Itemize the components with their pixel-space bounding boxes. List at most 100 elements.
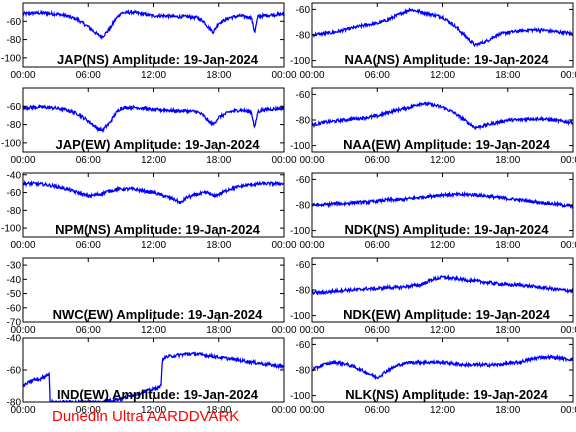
x-tick-label: 12:00 <box>141 325 166 336</box>
y-tick-label: -50 <box>7 289 22 300</box>
y-tick-label: -80 <box>296 286 311 297</box>
series-trace <box>312 274 573 296</box>
x-tick-label: 00:00 <box>560 155 576 166</box>
x-tick-label: 18:00 <box>206 70 231 81</box>
y-tick-label: -100 <box>290 141 310 152</box>
footer-label: Dunedin Ultra AARDDVARK <box>52 408 240 425</box>
panel-title: NPM(NS) Amplitude: 19-Jan-2024 <box>55 222 260 237</box>
x-tick-label: 12:00 <box>141 155 166 166</box>
x-tick-label: 12:00 <box>141 70 166 81</box>
x-tick-label: 06:00 <box>76 155 101 166</box>
x-tick-label: 00:00 <box>10 240 35 251</box>
y-tick-label: -100 <box>290 391 310 402</box>
series-trace <box>312 190 573 210</box>
y-tick-label: -60 <box>7 102 22 113</box>
x-tick-label: 00:00 <box>560 240 576 251</box>
x-tick-label: 00:00 <box>271 325 296 336</box>
x-tick-label: 00:00 <box>271 405 296 416</box>
x-tick-label: 00:00 <box>560 70 576 81</box>
x-tick-label: 00:00 <box>560 405 576 416</box>
y-tick-label: -60 <box>296 260 311 271</box>
panel-4: -60 -80 -100 00:00 06:00 12:00 18:00 00:00 NAA(E… <box>290 87 576 166</box>
x-tick-label: 06:00 <box>76 70 101 81</box>
panel-1: -60 -80 -100 00:00 06:00 12:00 18:00 00:00 JAP(N… <box>1 2 297 81</box>
x-tick-label: 00:00 <box>299 155 324 166</box>
panel-10: -60 -80 -100 00:00 06:00 12:00 18:00 00:00 NLK(N… <box>290 337 576 416</box>
y-tick-label: -80 <box>7 398 22 409</box>
panel-5: -40 -60 -80 -100 00:00 06:00 12:00 18:00 00:00 NP… <box>1 170 297 251</box>
x-tick-label: 12:00 <box>430 155 455 166</box>
panel-title: NAA(EW) Amplitude: 19-Jan-2024 <box>343 137 551 152</box>
x-tick-label: 06:00 <box>76 405 101 416</box>
panel-title: JAP(NS) Amplitude: 19-Jan-2024 <box>57 52 259 67</box>
x-tick-label: 06:00 <box>76 325 101 336</box>
y-tick-label: -100 <box>1 53 21 64</box>
x-tick-label: 00:00 <box>10 325 35 336</box>
panel-title: NAA(NS) Amplitude: 19-Jan-2024 <box>345 52 550 67</box>
y-tick-label: -80 <box>296 116 311 127</box>
panel-title: JAP(EW) Amplitude: 19-Jan-2024 <box>56 137 261 152</box>
x-tick-label: 18:00 <box>495 240 520 251</box>
x-tick-label: 12:00 <box>430 70 455 81</box>
x-tick-label: 00:00 <box>299 405 324 416</box>
y-tick-label: -60 <box>7 366 22 377</box>
y-tick-label: -100 <box>290 56 310 67</box>
x-tick-label: 00:00 <box>271 70 296 81</box>
x-tick-label: 18:00 <box>495 325 520 336</box>
y-tick-label: -30 <box>7 261 22 272</box>
y-tick-label: -70 <box>7 318 22 329</box>
x-tick-label: 12:00 <box>141 240 166 251</box>
y-tick-label: -60 <box>296 5 311 16</box>
y-tick-label: -60 <box>296 175 311 186</box>
x-tick-label: 06:00 <box>365 155 390 166</box>
x-tick-label: 00:00 <box>299 240 324 251</box>
series-trace <box>23 8 284 41</box>
series-trace <box>312 6 573 48</box>
x-tick-label: 00:00 <box>10 155 35 166</box>
x-tick-label: 00:00 <box>271 240 296 251</box>
x-tick-label: 12:00 <box>430 240 455 251</box>
y-tick-label: -60 <box>7 17 22 28</box>
y-tick-label: -60 <box>7 188 22 199</box>
y-tick-label: -60 <box>296 90 311 101</box>
panel-title: IND(EW) Amplitude: 19-Jan-2024 <box>57 387 259 402</box>
x-tick-label: 06:00 <box>365 70 390 81</box>
x-tick-label: 18:00 <box>206 155 231 166</box>
series-trace <box>312 354 573 381</box>
y-tick-label: -80 <box>7 206 22 217</box>
panel-3: -60 -80 -100 00:00 06:00 12:00 18:00 00:00 JAP(E… <box>1 87 297 166</box>
x-tick-label: 12:00 <box>430 405 455 416</box>
y-tick-label: -60 <box>7 303 22 314</box>
x-tick-label: 00:00 <box>299 325 324 336</box>
y-tick-label: -100 <box>1 224 21 235</box>
x-tick-label: 00:00 <box>271 155 296 166</box>
panel-title: NLK(NS) Amplitude: 19-Jan-2024 <box>345 387 548 402</box>
x-tick-label: 12:00 <box>430 325 455 336</box>
panel-title: NDK(EW) Amplitude: 19-Jan-2024 <box>343 307 551 322</box>
y-tick-label: -80 <box>296 31 311 42</box>
y-tick-label: -100 <box>1 138 21 149</box>
panel-8: -60 -80 -100 00:00 06:00 12:00 18:00 00:00 NDK(E… <box>290 257 576 336</box>
y-tick-label: -80 <box>296 366 311 377</box>
y-tick-label: -80 <box>7 35 22 46</box>
y-tick-label: -80 <box>7 120 22 131</box>
x-tick-label: 12:00 <box>141 405 166 416</box>
x-tick-label: 06:00 <box>365 325 390 336</box>
series-trace <box>23 179 284 205</box>
panel-title: NWC(EW) Amplitude: 19-Jan-2024 <box>53 307 263 322</box>
x-tick-label: 18:00 <box>495 70 520 81</box>
series-trace <box>23 103 284 134</box>
y-tick-label: -40 <box>7 334 22 345</box>
x-tick-label: 06:00 <box>365 405 390 416</box>
panel-title: NDK(NS) Amplitude: 19-Jan-2024 <box>345 222 550 237</box>
x-tick-label: 18:00 <box>206 325 231 336</box>
y-tick-label: -60 <box>296 340 311 351</box>
x-tick-label: 18:00 <box>206 240 231 251</box>
y-tick-label: -40 <box>7 170 22 181</box>
x-tick-label: 00:00 <box>10 405 35 416</box>
x-tick-label: 18:00 <box>495 405 520 416</box>
panel-2: -60 -80 -100 00:00 06:00 12:00 18:00 00:00 NAA(N… <box>290 2 576 81</box>
